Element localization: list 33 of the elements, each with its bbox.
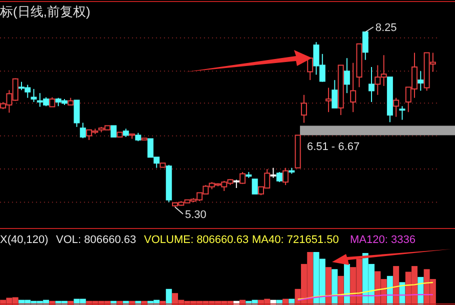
text: VOL: 806660.63 [56, 234, 136, 246]
bar [344, 264, 350, 305]
chart-title: 标(日线,前复权) [0, 4, 90, 19]
text: MA120: 3336 [350, 234, 416, 246]
text: X(40,120) [0, 234, 48, 246]
candlestick [300, 94, 307, 124]
text: 5.30 [185, 209, 206, 221]
candlestick [30, 88, 37, 102]
annotation: 8.25 [375, 22, 397, 34]
candlestick [362, 32, 368, 60]
band-label: 6.51 - 6.67 [306, 141, 360, 154]
candlestick [418, 70, 424, 92]
candlestick [350, 62, 356, 113]
candlestick [399, 106, 406, 120]
candlestick [49, 96, 56, 108]
candlestick [74, 100, 80, 128]
candlestick [368, 66, 375, 102]
bar [393, 266, 400, 305]
candlestick [80, 122, 86, 139]
text: MA40: 721651.50 [252, 234, 339, 246]
candlestick [110, 125, 117, 138]
candlestick [344, 58, 350, 94]
candlestick [393, 97, 400, 118]
text: VOLUME: 806660.63 [144, 234, 249, 246]
candlestick [326, 87, 332, 113]
candlestick [252, 178, 258, 194]
candlestick [307, 58, 314, 81]
candlestick [282, 167, 289, 186]
bar [166, 288, 172, 305]
bar [326, 267, 332, 305]
bar [332, 269, 338, 305]
candlestick [276, 172, 282, 183]
candlestick [332, 80, 338, 108]
